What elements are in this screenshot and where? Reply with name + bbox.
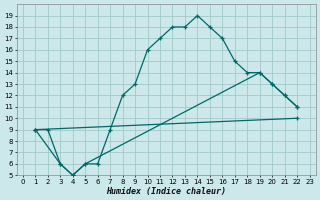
X-axis label: Humidex (Indice chaleur): Humidex (Indice chaleur)	[106, 187, 226, 196]
